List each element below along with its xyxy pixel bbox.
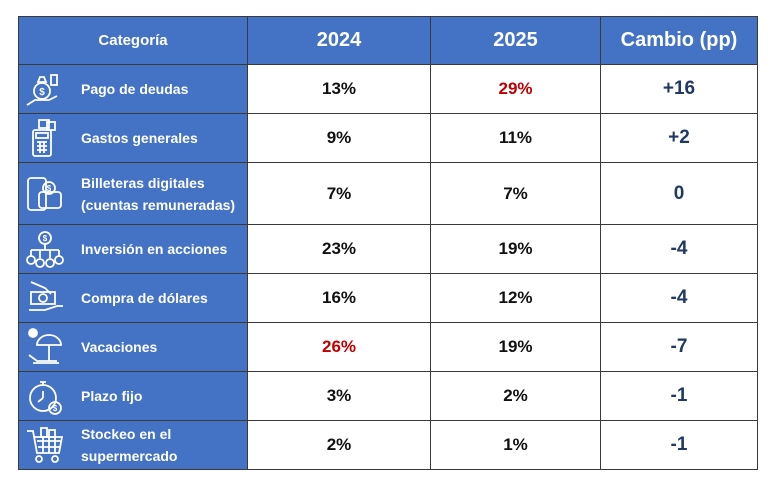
value-2025: 19% bbox=[430, 322, 601, 372]
value-2025: 29% bbox=[430, 64, 601, 114]
stopwatch-dollar-icon: $ bbox=[29, 381, 62, 415]
table-row: $ Billeteras digitales (cuentas remunera… bbox=[18, 162, 758, 225]
header-category: Categoría bbox=[18, 16, 248, 65]
payment-terminal-icon bbox=[32, 119, 56, 157]
category-label: Gastos generales bbox=[81, 130, 198, 146]
category-label: Inversión en acciones bbox=[81, 241, 228, 257]
change-value: +16 bbox=[600, 64, 758, 114]
svg-text:$: $ bbox=[53, 404, 58, 413]
value-2025: 7% bbox=[430, 162, 601, 225]
category-cell: Compra de dólares bbox=[18, 273, 248, 323]
header-change: Cambio (pp) bbox=[600, 16, 758, 65]
value-2025: 1% bbox=[430, 420, 601, 470]
value-2025: 2% bbox=[430, 371, 601, 421]
cash-exchange-icon bbox=[29, 281, 63, 311]
header-2025: 2025 bbox=[430, 16, 601, 65]
value-2024: 23% bbox=[247, 224, 431, 274]
category-cell: Vacaciones bbox=[18, 322, 248, 372]
change-value: -1 bbox=[600, 420, 758, 470]
category-cell: Stockeo en el supermercado bbox=[18, 420, 248, 470]
investment-network-icon: $ bbox=[26, 231, 64, 268]
category-cell: Gastos generales bbox=[18, 113, 248, 163]
change-value: -1 bbox=[600, 371, 758, 421]
header-2024: 2024 bbox=[247, 16, 431, 65]
table-row: $ Inversión en acciones 23% 19% -4 bbox=[18, 224, 758, 274]
svg-text:$: $ bbox=[47, 184, 52, 193]
table-row: Compra de dólares 16% 12% -4 bbox=[18, 273, 758, 323]
change-value: +2 bbox=[600, 113, 758, 163]
comparison-table: Categoría 2024 2025 Cambio (pp) $ Pago d… bbox=[18, 16, 758, 470]
category-cell: $ Pago de deudas bbox=[18, 64, 248, 114]
value-2025: 19% bbox=[430, 224, 601, 274]
change-value: 0 bbox=[600, 162, 758, 225]
table-row: $ Plazo fijo 3% 2% -1 bbox=[18, 371, 758, 421]
svg-text:$: $ bbox=[39, 87, 45, 98]
category-label: Stockeo en el supermercado bbox=[81, 426, 178, 464]
category-cell: $ Plazo fijo bbox=[18, 371, 248, 421]
value-2024: 26% bbox=[247, 322, 431, 372]
value-2024: 2% bbox=[247, 420, 431, 470]
change-value: -4 bbox=[600, 273, 758, 323]
digital-wallet-icon: $ bbox=[27, 176, 62, 211]
value-2024: 9% bbox=[247, 113, 431, 163]
value-2025: 12% bbox=[430, 273, 601, 323]
money-bag-hand-icon: $ bbox=[26, 74, 58, 106]
value-2025: 11% bbox=[430, 113, 601, 163]
table-row: Stockeo en el supermercado 2% 1% -1 bbox=[18, 420, 758, 470]
beach-umbrella-icon bbox=[28, 328, 62, 364]
value-2024: 16% bbox=[247, 273, 431, 323]
category-label: Pago de deudas bbox=[81, 81, 189, 97]
header-row: Categoría 2024 2025 Cambio (pp) bbox=[18, 16, 758, 65]
category-label: Plazo fijo bbox=[81, 388, 143, 404]
table-row: Gastos generales 9% 11% +2 bbox=[18, 113, 758, 163]
category-cell: $ Inversión en acciones bbox=[18, 224, 248, 274]
change-value: -4 bbox=[600, 224, 758, 274]
table-row: $ Pago de deudas 13% 29% +16 bbox=[18, 64, 758, 114]
value-2024: 3% bbox=[247, 371, 431, 421]
category-cell: $ Billeteras digitales (cuentas remunera… bbox=[18, 162, 248, 225]
category-label: Compra de dólares bbox=[81, 290, 208, 306]
category-label: Vacaciones bbox=[81, 339, 158, 355]
svg-text:$: $ bbox=[43, 234, 48, 243]
table-row: Vacaciones 26% 19% -7 bbox=[18, 322, 758, 372]
value-2024: 13% bbox=[247, 64, 431, 114]
category-label: Billeteras digitales (cuentas remunerada… bbox=[81, 174, 236, 213]
change-value: -7 bbox=[600, 322, 758, 372]
shopping-cart-icon bbox=[27, 427, 64, 463]
value-2024: 7% bbox=[247, 162, 431, 225]
